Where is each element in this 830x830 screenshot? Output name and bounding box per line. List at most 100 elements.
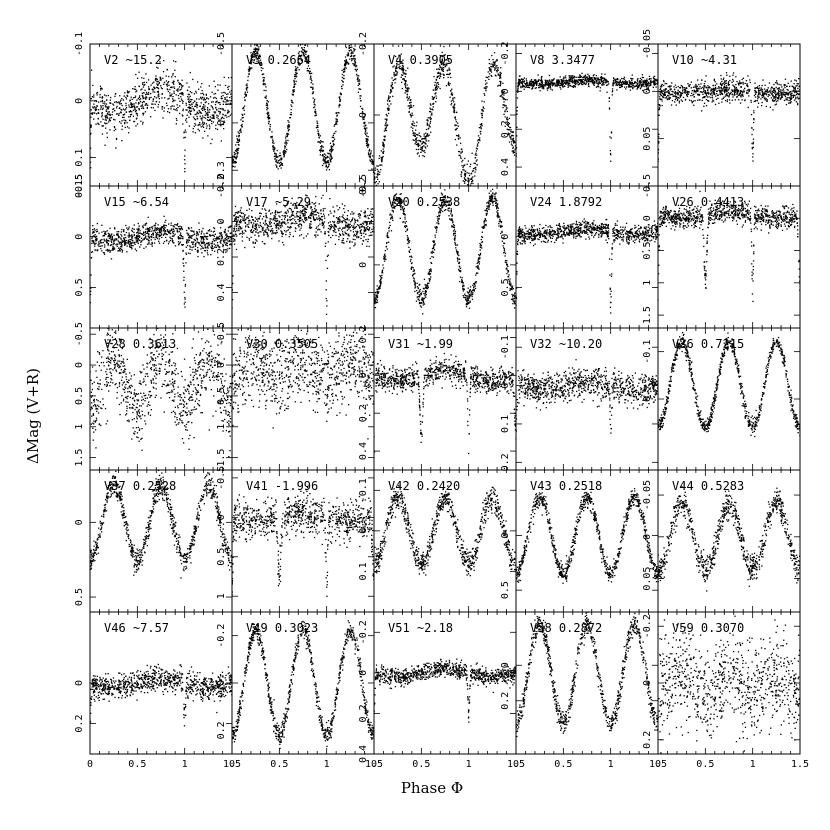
data-point bbox=[369, 156, 371, 158]
data-point bbox=[499, 77, 501, 79]
data-point bbox=[414, 139, 417, 141]
data-point bbox=[756, 91, 758, 93]
data-point bbox=[105, 110, 107, 112]
data-point bbox=[100, 100, 102, 103]
data-point bbox=[109, 102, 111, 105]
data-point bbox=[131, 105, 133, 107]
data-point bbox=[385, 121, 387, 123]
data-point bbox=[295, 80, 297, 82]
data-point bbox=[483, 87, 485, 89]
data-point bbox=[118, 241, 120, 243]
data-point bbox=[172, 225, 174, 227]
data-point bbox=[236, 135, 238, 137]
data-point bbox=[363, 117, 365, 119]
data-point bbox=[222, 123, 225, 126]
data-point bbox=[729, 79, 731, 82]
data-point bbox=[137, 97, 139, 100]
data-point bbox=[130, 96, 132, 98]
data-point bbox=[650, 80, 652, 82]
data-point bbox=[112, 103, 114, 105]
data-point bbox=[206, 112, 208, 114]
data-point bbox=[234, 166, 236, 168]
data-point bbox=[572, 86, 574, 88]
data-points bbox=[658, 72, 800, 162]
data-point bbox=[219, 111, 221, 114]
data-point bbox=[451, 94, 453, 96]
data-point bbox=[570, 80, 572, 82]
data-point bbox=[339, 103, 341, 105]
data-point bbox=[252, 56, 254, 59]
data-point bbox=[314, 109, 316, 111]
data-point bbox=[223, 121, 226, 124]
data-point bbox=[138, 108, 140, 110]
data-point bbox=[92, 84, 94, 87]
data-point bbox=[161, 106, 164, 108]
data-point bbox=[196, 239, 198, 241]
data-point bbox=[179, 237, 181, 239]
data-point bbox=[485, 88, 487, 90]
data-point bbox=[251, 54, 253, 56]
data-point bbox=[739, 91, 742, 93]
data-point bbox=[326, 161, 328, 164]
data-point bbox=[204, 105, 206, 107]
data-point bbox=[643, 85, 645, 88]
data-point bbox=[168, 97, 170, 100]
data-point bbox=[492, 63, 494, 65]
data-point bbox=[419, 135, 421, 137]
data-point bbox=[739, 83, 742, 85]
data-point bbox=[521, 82, 523, 84]
data-point bbox=[536, 83, 538, 85]
data-point bbox=[258, 46, 260, 48]
data-point bbox=[343, 70, 345, 72]
data-point bbox=[458, 150, 460, 153]
data-point bbox=[703, 89, 705, 91]
data-point bbox=[551, 89, 553, 91]
data-point bbox=[666, 98, 668, 101]
data-point bbox=[148, 91, 150, 94]
data-point bbox=[656, 80, 658, 82]
data-point bbox=[539, 84, 542, 86]
data-point bbox=[674, 84, 677, 86]
data-point bbox=[143, 81, 145, 84]
data-point bbox=[456, 127, 458, 129]
data-point bbox=[726, 100, 728, 103]
data-point bbox=[423, 150, 426, 152]
data-point bbox=[774, 97, 777, 99]
data-point bbox=[393, 73, 395, 76]
data-point bbox=[219, 227, 222, 229]
data-point bbox=[690, 87, 692, 89]
data-point bbox=[306, 56, 308, 58]
data-point bbox=[477, 135, 480, 137]
data-point bbox=[108, 113, 110, 116]
data-point bbox=[255, 56, 258, 58]
data-point bbox=[684, 92, 686, 94]
data-point bbox=[211, 91, 213, 93]
data-point bbox=[586, 80, 588, 83]
data-point bbox=[172, 98, 174, 100]
data-point bbox=[778, 89, 780, 92]
data-point bbox=[188, 99, 190, 101]
data-point bbox=[203, 109, 205, 111]
data-point bbox=[224, 115, 226, 117]
data-point bbox=[571, 78, 573, 80]
data-point bbox=[593, 78, 595, 80]
data-point bbox=[435, 101, 437, 103]
data-point bbox=[296, 76, 298, 78]
data-point bbox=[527, 86, 529, 88]
data-point bbox=[364, 125, 367, 127]
data-point bbox=[786, 99, 788, 101]
data-point bbox=[179, 89, 181, 91]
data-point bbox=[581, 80, 583, 82]
data-point bbox=[174, 99, 176, 102]
data-point bbox=[659, 105, 661, 107]
data-point bbox=[158, 81, 160, 84]
data-point bbox=[227, 100, 229, 102]
data-point bbox=[330, 156, 333, 158]
data-point bbox=[441, 68, 443, 71]
data-point bbox=[261, 73, 264, 76]
data-point bbox=[351, 57, 353, 60]
data-point bbox=[497, 85, 499, 87]
data-point bbox=[154, 78, 157, 81]
data-point bbox=[798, 97, 800, 100]
data-point bbox=[143, 77, 145, 79]
